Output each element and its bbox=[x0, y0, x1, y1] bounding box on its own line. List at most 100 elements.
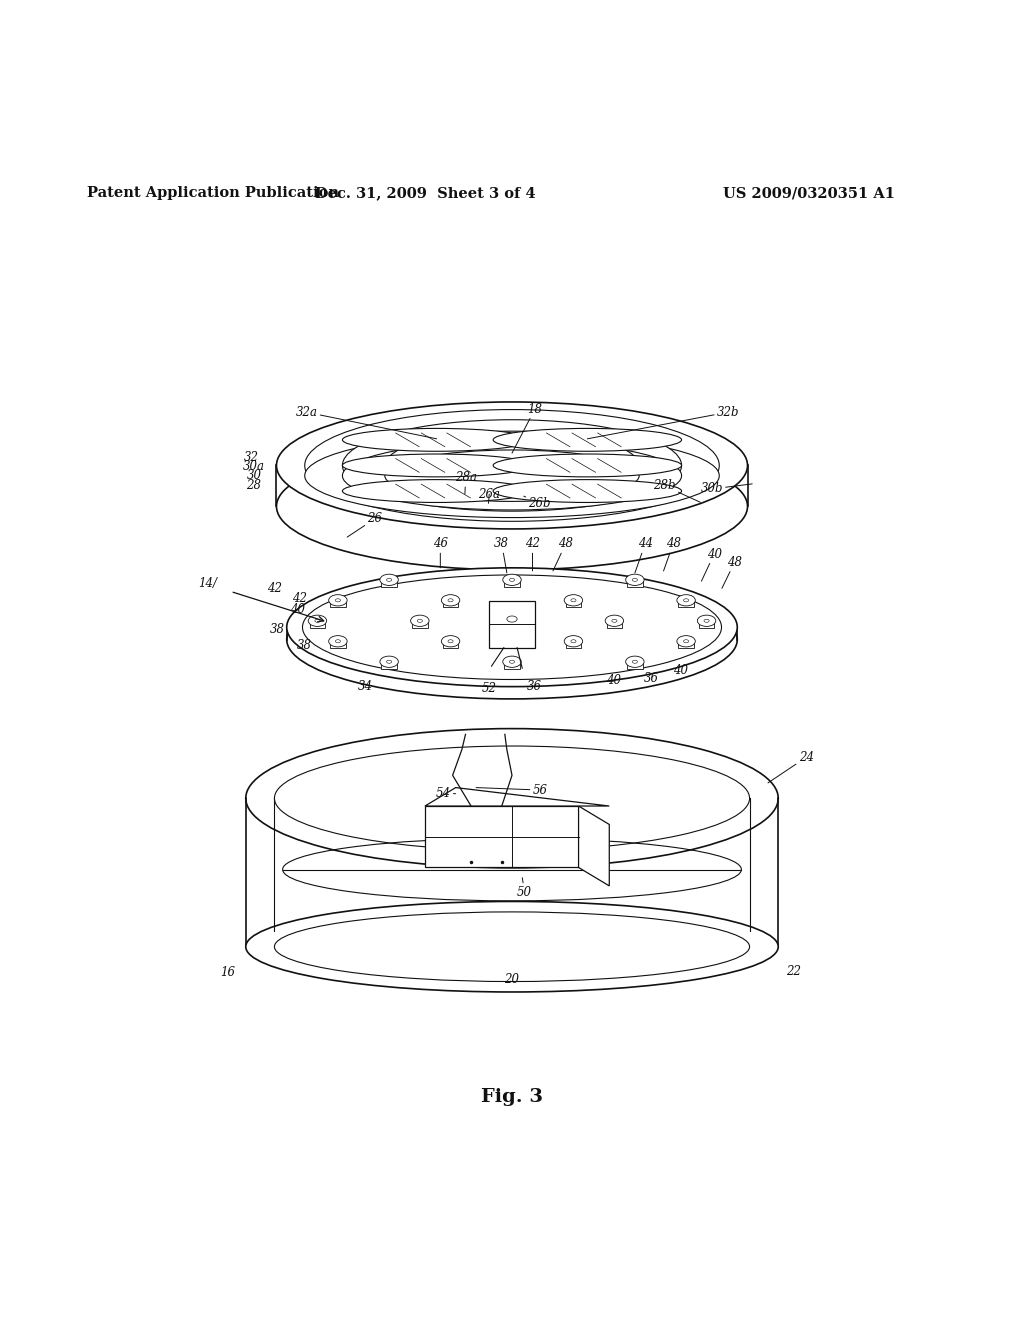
Text: 48: 48 bbox=[553, 537, 573, 572]
Ellipse shape bbox=[342, 479, 530, 503]
Ellipse shape bbox=[684, 640, 688, 643]
Text: 28: 28 bbox=[247, 479, 261, 492]
Text: 30a: 30a bbox=[243, 459, 265, 473]
Text: 40: 40 bbox=[290, 603, 305, 616]
Text: 22: 22 bbox=[786, 965, 802, 978]
Ellipse shape bbox=[329, 636, 347, 647]
Text: 28b: 28b bbox=[653, 479, 700, 503]
Ellipse shape bbox=[411, 615, 429, 627]
Bar bbox=[381, 579, 397, 587]
Ellipse shape bbox=[571, 640, 575, 643]
Ellipse shape bbox=[385, 450, 639, 502]
Ellipse shape bbox=[626, 656, 644, 668]
Ellipse shape bbox=[507, 616, 517, 622]
Text: 24: 24 bbox=[768, 751, 814, 783]
Text: 32a: 32a bbox=[296, 405, 436, 438]
Ellipse shape bbox=[494, 429, 682, 451]
Ellipse shape bbox=[564, 636, 583, 647]
Bar bbox=[515, 620, 530, 628]
Bar bbox=[606, 620, 623, 628]
Bar bbox=[679, 642, 694, 648]
Ellipse shape bbox=[494, 479, 682, 503]
Ellipse shape bbox=[449, 640, 453, 643]
Ellipse shape bbox=[329, 595, 347, 606]
Ellipse shape bbox=[705, 619, 709, 622]
Ellipse shape bbox=[287, 579, 737, 698]
Text: 48: 48 bbox=[664, 537, 681, 572]
Text: 42: 42 bbox=[292, 593, 307, 605]
Text: 42: 42 bbox=[266, 582, 282, 595]
Text: 52: 52 bbox=[482, 682, 497, 696]
Ellipse shape bbox=[342, 420, 682, 511]
Bar bbox=[566, 601, 582, 607]
Text: 38: 38 bbox=[269, 623, 285, 636]
Ellipse shape bbox=[385, 432, 639, 500]
Ellipse shape bbox=[510, 578, 514, 581]
Ellipse shape bbox=[626, 574, 644, 586]
Text: 40: 40 bbox=[606, 675, 621, 686]
Text: US 2009/0320351 A1: US 2009/0320351 A1 bbox=[723, 186, 895, 201]
Ellipse shape bbox=[380, 656, 398, 668]
Polygon shape bbox=[425, 788, 609, 807]
Ellipse shape bbox=[441, 636, 460, 647]
Text: 18: 18 bbox=[512, 403, 543, 453]
Ellipse shape bbox=[571, 599, 575, 602]
Bar bbox=[442, 642, 459, 648]
Ellipse shape bbox=[276, 444, 748, 570]
Text: 26b: 26b bbox=[523, 496, 551, 510]
Bar bbox=[330, 601, 345, 607]
Text: 36: 36 bbox=[527, 680, 542, 693]
Ellipse shape bbox=[387, 578, 392, 581]
Ellipse shape bbox=[612, 619, 616, 622]
Bar bbox=[504, 579, 519, 587]
Ellipse shape bbox=[246, 902, 778, 993]
Ellipse shape bbox=[380, 574, 398, 586]
Ellipse shape bbox=[494, 454, 682, 477]
Text: 28a: 28a bbox=[455, 471, 477, 494]
Bar bbox=[425, 807, 579, 867]
Ellipse shape bbox=[335, 640, 340, 643]
Text: 32: 32 bbox=[244, 450, 258, 463]
Ellipse shape bbox=[564, 595, 583, 606]
Text: Fig. 3: Fig. 3 bbox=[481, 1088, 543, 1106]
Bar bbox=[442, 601, 459, 607]
Bar bbox=[309, 620, 326, 628]
Text: 36: 36 bbox=[644, 672, 659, 685]
Text: 48: 48 bbox=[722, 556, 742, 589]
Bar bbox=[566, 642, 582, 648]
Ellipse shape bbox=[342, 429, 530, 451]
Bar bbox=[627, 579, 643, 587]
Ellipse shape bbox=[274, 912, 750, 982]
Ellipse shape bbox=[335, 599, 340, 602]
Text: 50: 50 bbox=[517, 878, 532, 899]
Bar bbox=[627, 661, 643, 669]
Text: 46: 46 bbox=[433, 537, 447, 568]
Text: 14/: 14/ bbox=[198, 577, 217, 590]
Ellipse shape bbox=[246, 729, 778, 867]
Text: 40: 40 bbox=[674, 664, 688, 677]
Ellipse shape bbox=[274, 746, 750, 850]
Text: 44: 44 bbox=[635, 537, 652, 573]
Text: 20: 20 bbox=[505, 973, 519, 986]
Ellipse shape bbox=[276, 403, 748, 529]
Text: 40: 40 bbox=[701, 548, 722, 581]
Ellipse shape bbox=[503, 656, 521, 668]
Text: 56: 56 bbox=[476, 784, 548, 796]
Ellipse shape bbox=[305, 409, 719, 521]
Text: 30b: 30b bbox=[700, 483, 753, 495]
Bar bbox=[381, 661, 397, 669]
Ellipse shape bbox=[287, 568, 737, 686]
Ellipse shape bbox=[605, 615, 624, 627]
Ellipse shape bbox=[677, 595, 695, 606]
Ellipse shape bbox=[684, 599, 688, 602]
Text: 26: 26 bbox=[347, 512, 382, 537]
Ellipse shape bbox=[418, 619, 423, 622]
Text: Patent Application Publication: Patent Application Publication bbox=[87, 186, 339, 201]
Text: 32b: 32b bbox=[588, 405, 739, 438]
Ellipse shape bbox=[449, 599, 453, 602]
Ellipse shape bbox=[305, 434, 719, 517]
Ellipse shape bbox=[342, 454, 530, 477]
Ellipse shape bbox=[677, 636, 695, 647]
Bar bbox=[504, 661, 519, 669]
Text: 30: 30 bbox=[247, 469, 261, 482]
